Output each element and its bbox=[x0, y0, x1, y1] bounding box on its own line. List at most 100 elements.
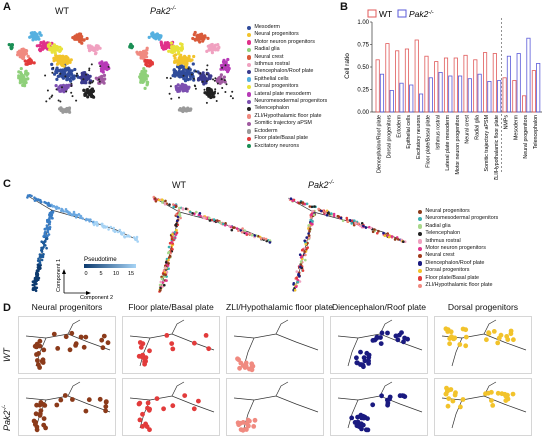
trajectory-cell bbox=[444, 385, 449, 391]
umap-cell bbox=[19, 67, 23, 71]
arrow-icon bbox=[62, 269, 66, 274]
trajectory-cell bbox=[299, 260, 303, 263]
umap-cell bbox=[24, 70, 28, 74]
umap-cell bbox=[168, 92, 171, 95]
umap-cell bbox=[51, 94, 54, 97]
y-tick-label: 0.75 bbox=[357, 43, 369, 49]
trajectory-cell bbox=[360, 422, 366, 428]
trajectory-cell bbox=[157, 198, 161, 202]
umap-cell bbox=[210, 89, 214, 93]
pseudotime-cell bbox=[37, 276, 41, 280]
legend-item: Diencephalon/Roof plate bbox=[247, 68, 327, 75]
trajectory-cell bbox=[163, 203, 167, 206]
trajectory-cell bbox=[103, 408, 108, 414]
legend-label: Somitic trajectory aPSM bbox=[254, 120, 312, 127]
trajectory-cell bbox=[366, 355, 372, 360]
legend-dot bbox=[247, 77, 252, 82]
pseudotime-cell bbox=[36, 266, 40, 269]
trajectory-cell bbox=[147, 406, 152, 412]
panel-c-title-wt: WT bbox=[172, 180, 186, 190]
trajectory-cell bbox=[167, 267, 170, 270]
legend-label: Isthmus rostral bbox=[425, 237, 461, 244]
bar-wt bbox=[463, 54, 468, 113]
panel-d-trajectory bbox=[18, 316, 116, 374]
umap-cell bbox=[162, 47, 166, 51]
trajectory-cell bbox=[491, 329, 497, 334]
umap-cell bbox=[90, 94, 94, 99]
branch-line bbox=[139, 337, 151, 367]
umap-cell bbox=[145, 74, 149, 78]
umap-cell bbox=[54, 84, 58, 88]
pseudotime-cell bbox=[120, 233, 124, 236]
umap-cluster bbox=[16, 47, 30, 61]
panel-c-legend: Neural progenitors Neuromesodermal progen… bbox=[418, 208, 498, 289]
pseudotime-cell bbox=[112, 226, 115, 230]
pseudotime-cell bbox=[45, 237, 49, 241]
bar-ko bbox=[409, 84, 414, 113]
umap-cluster bbox=[58, 106, 72, 114]
umap-cell bbox=[145, 48, 149, 52]
trajectory-cell bbox=[240, 420, 246, 425]
component1-label: Component 1 bbox=[56, 259, 62, 292]
trajectory-cell bbox=[397, 332, 402, 338]
umap-cell bbox=[59, 100, 62, 103]
panel-d-column-title: ZLI/Hypothalamic floor plate bbox=[226, 302, 333, 312]
trajectory-wt bbox=[152, 195, 272, 293]
umap-cell bbox=[223, 79, 226, 82]
trajectory-cell bbox=[250, 234, 254, 237]
bar-wt bbox=[473, 59, 478, 113]
trajectory-cell bbox=[299, 265, 302, 269]
trajectory-cell bbox=[105, 340, 111, 346]
trajectory-cell bbox=[62, 393, 68, 398]
bar-ko bbox=[389, 90, 394, 113]
umap-cell bbox=[193, 77, 195, 80]
trajectory-cell bbox=[164, 266, 167, 269]
trajectory-cell bbox=[245, 417, 251, 423]
umap-cell bbox=[177, 47, 181, 51]
trajectory-cell bbox=[58, 397, 64, 403]
umap-cell bbox=[180, 45, 184, 49]
pseudotime-cell bbox=[35, 198, 39, 202]
trajectory-cell bbox=[370, 338, 376, 343]
bar-wt bbox=[522, 95, 527, 113]
pseudotime-cell bbox=[60, 207, 63, 211]
trajectory-cell bbox=[161, 281, 165, 284]
pseudotime-cell bbox=[43, 227, 47, 231]
bar-wt bbox=[453, 57, 458, 113]
trajectory-cell bbox=[447, 341, 452, 347]
trajectory-cell bbox=[175, 229, 178, 232]
umap-cell bbox=[66, 66, 70, 70]
umap-cell bbox=[80, 81, 84, 85]
x-tick-label: Excitatory neurons bbox=[416, 115, 422, 159]
trajectory-cell bbox=[365, 427, 371, 433]
panel-c-title-ko: Pak2-/- bbox=[308, 180, 335, 190]
pseudotime-cell bbox=[48, 204, 52, 208]
branch-line bbox=[441, 395, 527, 413]
pseudotime-cell bbox=[47, 233, 51, 236]
pseudotime-cell bbox=[33, 281, 37, 284]
legend-label: Dorsal progenitors bbox=[425, 267, 470, 274]
trajectory-cell bbox=[390, 235, 394, 238]
legend-dot bbox=[247, 25, 252, 30]
umap-cell bbox=[142, 67, 146, 71]
umap-cell bbox=[147, 64, 151, 68]
pseudotime-cell bbox=[112, 228, 115, 232]
umap-cell bbox=[26, 77, 30, 81]
umap-cluster bbox=[138, 67, 150, 90]
umap-cell bbox=[102, 81, 106, 85]
trajectory-cell bbox=[161, 406, 166, 412]
umap-cluster bbox=[82, 87, 96, 99]
trajectory-cell bbox=[36, 362, 41, 368]
legend-item: Motor neuron progenitors bbox=[418, 245, 498, 252]
umap-cell bbox=[52, 45, 56, 49]
umap-cell bbox=[212, 47, 216, 51]
trajectory-cell bbox=[237, 229, 240, 232]
trajectory-cell bbox=[365, 416, 370, 421]
umap-cell bbox=[213, 43, 218, 47]
trajectory-cell bbox=[445, 403, 451, 409]
trajectory-cell bbox=[227, 224, 231, 228]
trajectory-cell bbox=[37, 413, 43, 418]
trajectory-cell bbox=[160, 198, 164, 201]
umap-cluster bbox=[94, 73, 107, 85]
trajectory-cell bbox=[163, 283, 166, 287]
